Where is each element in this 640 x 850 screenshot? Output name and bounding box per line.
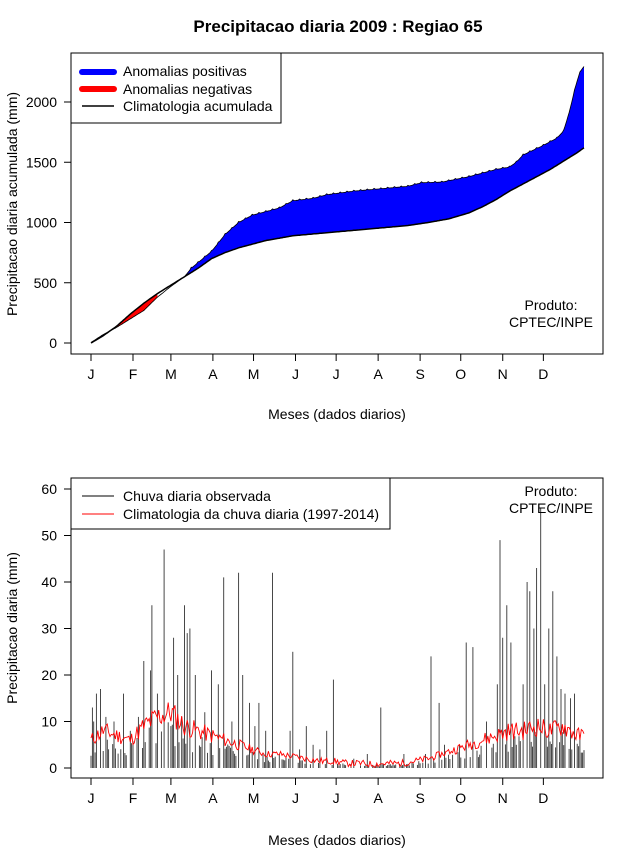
climatology-accumulated-line — [90, 147, 585, 344]
annotation-product-top: Produto: — [525, 297, 578, 313]
y-tick-label: 20 — [41, 667, 57, 683]
y-tick-label: 0 — [49, 335, 57, 351]
x-tick-label: A — [373, 790, 383, 806]
x-tick-label: J — [88, 366, 95, 382]
negative-anomaly-area — [116, 293, 158, 328]
x-tick-label: J — [292, 366, 299, 382]
x-tick-label: F — [129, 790, 138, 806]
x-tick-label: S — [415, 790, 424, 806]
y-tick-label: 30 — [41, 621, 57, 637]
annotation-org-bottom: CPTEC/INPE — [509, 500, 593, 516]
x-tick-label: D — [538, 366, 548, 382]
annotation-org-top: CPTEC/INPE — [509, 314, 593, 330]
y-tick-label: 0 — [49, 760, 57, 776]
x-tick-label: N — [498, 790, 508, 806]
y-tick-label: 1500 — [26, 154, 57, 170]
observed-accumulated-line — [90, 66, 585, 343]
y-tick-label: 60 — [41, 481, 57, 497]
anomaly-areas — [90, 66, 585, 344]
axes-bottom: J F M A M J J A S O N D 0 10 20 30 40 50 60 — [41, 481, 548, 806]
axes-top: J F M A M J J A S O N D 0 500 1000 1500 2000 — [26, 94, 549, 382]
x-tick-label: A — [208, 790, 218, 806]
x-tick-label: A — [208, 366, 218, 382]
x-tick-label: S — [415, 366, 424, 382]
daily-climatology — [90, 702, 585, 768]
legend-bottom: Chuva diaria observada Climatologia da c… — [70, 477, 391, 530]
positive-anomaly-area — [91, 66, 584, 343]
y-tick-label: 2000 — [26, 94, 57, 110]
y-tick-label: 40 — [41, 574, 57, 590]
legend-label-positive: Anomalias positivas — [123, 63, 247, 79]
legend-label-observed: Chuva diaria observada — [123, 488, 271, 504]
x-tick-label: M — [165, 366, 177, 382]
x-tick-label: D — [538, 790, 548, 806]
x-tick-label: J — [88, 790, 95, 806]
x-axis-label-top: Meses (dados diarios) — [268, 406, 406, 422]
y-tick-label: 1000 — [26, 215, 57, 231]
x-tick-label: N — [498, 366, 508, 382]
legend-label-climatology: Climatologia acumulada — [123, 98, 273, 114]
legend-top: Anomalias positivas Anomalias negativas … — [70, 52, 282, 124]
x-tick-label: A — [373, 366, 383, 382]
y-tick-label: 10 — [41, 714, 57, 730]
y-axis-label-bottom: Precipitacao diaria (mm) — [4, 552, 20, 704]
daily-chart: J F M A M J J A S O N D 0 10 20 30 40 50 60 Precipitacao d… — [4, 477, 604, 848]
x-tick-label: M — [248, 790, 260, 806]
chart-title: Precipitacao diaria 2009 : Regiao 65 — [193, 17, 482, 36]
y-axis-label-top: Precipitacao diaria acumulada (mm) — [4, 92, 20, 316]
x-tick-label: O — [455, 366, 466, 382]
x-tick-label: M — [165, 790, 177, 806]
accumulated-chart: J F M A M J J A S O N D 0 500 1000 1500 2000 Precipitaca… — [4, 52, 604, 422]
x-tick-label: F — [129, 366, 138, 382]
y-tick-label: 50 — [41, 528, 57, 544]
legend-label-negative: Anomalias negativas — [123, 81, 252, 97]
daily-climatology-line — [90, 702, 585, 768]
x-tick-label: J — [333, 790, 340, 806]
x-tick-label: M — [248, 366, 260, 382]
daily-bars — [90, 507, 585, 768]
legend-label-clim-daily: Climatologia da chuva diaria (1997-2014) — [123, 506, 379, 522]
x-axis-label-bottom: Meses (dados diarios) — [268, 832, 406, 848]
legend-box-bottom — [70, 477, 391, 530]
y-tick-label: 500 — [34, 275, 58, 291]
x-tick-label: O — [455, 790, 466, 806]
x-tick-label: J — [292, 790, 299, 806]
annotation-product-bottom: Produto: — [525, 483, 578, 499]
x-tick-label: J — [333, 366, 340, 382]
